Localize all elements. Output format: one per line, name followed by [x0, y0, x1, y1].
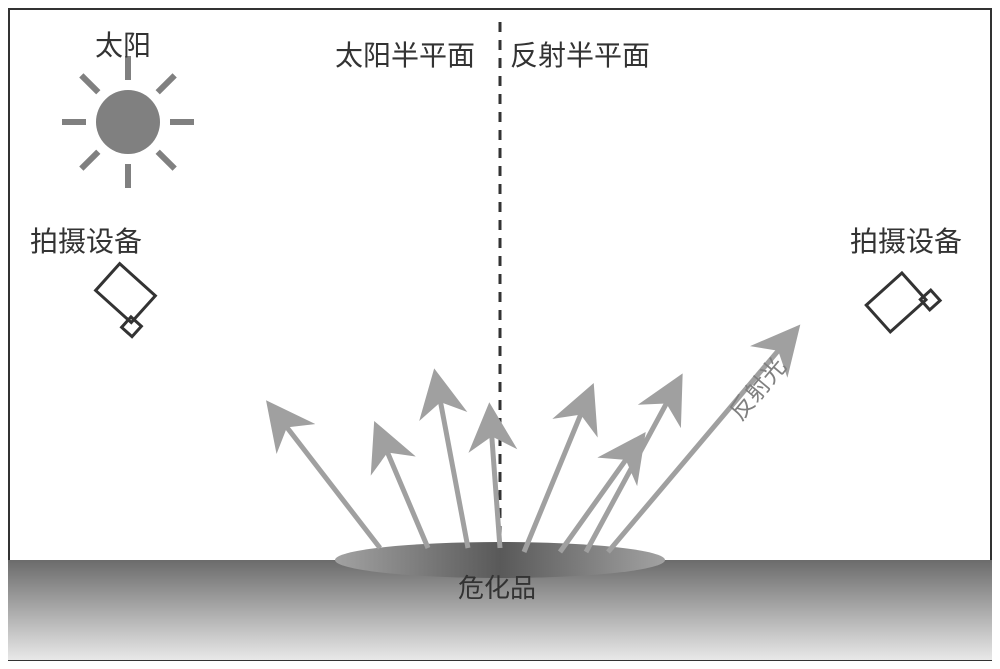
- camera-left-label: 拍摄设备: [30, 220, 142, 260]
- sun-label: 太阳: [95, 24, 151, 64]
- hazmat-label: 危化品: [458, 568, 536, 605]
- camera-right-label: 拍摄设备: [850, 220, 962, 260]
- left-halfplane-label: 太阳半平面: [335, 34, 475, 74]
- right-halfplane-label: 反射半平面: [510, 34, 650, 74]
- camera-left-icon: [85, 268, 167, 343]
- camera-right-icon: [865, 268, 947, 343]
